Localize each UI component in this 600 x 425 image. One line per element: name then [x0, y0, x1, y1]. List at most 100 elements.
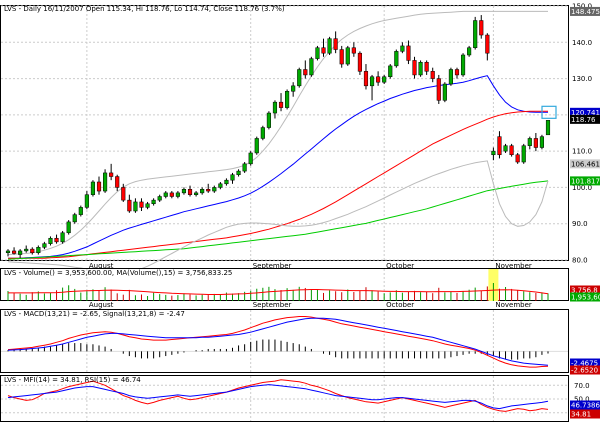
- candle-body: [66, 221, 71, 234]
- candle-body: [181, 188, 187, 194]
- candle-body: [363, 71, 369, 87]
- macd-value-tags: -2.4675-2.6520: [570, 358, 600, 375]
- macd-panel: -2.4675-2.6520 LVS - MACD(13,21) = -2.65…: [0, 309, 600, 375]
- x-label-september: September: [253, 301, 292, 309]
- candle-body: [24, 248, 29, 252]
- mfi-rsi-title: LVS - MFI(14) = 34.81, RSI(15) = 46.74: [4, 376, 141, 384]
- candle-body: [18, 250, 23, 255]
- candle-body: [297, 69, 302, 87]
- candle-body: [376, 76, 381, 83]
- candle-body: [467, 47, 472, 56]
- x-label-november: November: [495, 301, 532, 309]
- price-tag-3: 106.461: [571, 160, 600, 168]
- candle-body: [545, 120, 551, 136]
- candle-body: [169, 192, 174, 197]
- candle-body: [60, 232, 65, 243]
- mfi-rsi-tag-1-bg: [570, 409, 600, 419]
- x-label-august: August: [89, 301, 114, 309]
- mfi-rsi-panel-frame: [0, 375, 569, 422]
- candle-body: [539, 136, 545, 148]
- price-tag-0: 148.475: [571, 8, 600, 16]
- x-label-october: October: [386, 262, 414, 270]
- series-ma-50: [8, 110, 548, 259]
- candle-body: [448, 69, 453, 85]
- volume-tag-1-bg: [570, 292, 600, 302]
- price-x-labels: August September October November: [89, 262, 532, 270]
- candle-body: [133, 201, 138, 212]
- mfi-rsi-tag-1: 34.81: [571, 411, 591, 419]
- volume-tag-1: 1,953,60: [571, 294, 600, 302]
- candle-body: [485, 34, 490, 54]
- candle-body: [291, 85, 296, 92]
- price-tag-4: 101.817: [571, 177, 600, 185]
- candle-body: [533, 138, 538, 148]
- series-mfi-14-: [7, 379, 549, 412]
- candle-body: [145, 203, 150, 208]
- candle-body: [254, 138, 259, 154]
- mfi-rsi-tag-0-bg: [570, 400, 600, 410]
- macd-tag-0: -2.4675: [571, 360, 598, 368]
- candle-body: [54, 237, 59, 243]
- candle-body: [315, 47, 320, 59]
- candle-body: [11, 250, 17, 254]
- y-tick-130.0: 130.0: [572, 75, 592, 83]
- y-tick-110.0: 110.0: [572, 148, 592, 156]
- candle-body: [121, 187, 126, 201]
- volume-tag-0: 3,756,8: [571, 287, 598, 295]
- candle-body: [527, 138, 532, 146]
- x-label-september: September: [253, 262, 292, 270]
- candle-body: [48, 237, 53, 244]
- price-panel-frame: [0, 5, 569, 261]
- candle-body: [521, 145, 526, 163]
- macd-lines: [7, 316, 549, 368]
- candle-body: [357, 52, 362, 72]
- candle-body: [497, 136, 502, 156]
- macd-grid: [1, 310, 568, 372]
- candle-body: [84, 194, 89, 208]
- candle-body: [30, 248, 35, 253]
- y-tick-150.0: 150.0: [572, 3, 592, 11]
- candle-body: [175, 192, 180, 197]
- candle-body: [236, 170, 241, 175]
- price-title: LVS - Daily 16/11/2007 Open 115.34, Hi 1…: [4, 5, 285, 13]
- y-tick-70.0: 70.0: [574, 382, 590, 390]
- candle-body: [321, 47, 326, 54]
- price-tag-4-bg: [570, 176, 600, 186]
- volume-bars: [7, 282, 549, 301]
- series-upper-band: [7, 10, 548, 256]
- price-tag-1-bg: [570, 107, 600, 117]
- macd-panel-frame: [0, 309, 569, 373]
- candle-body: [491, 150, 496, 156]
- candle-body: [90, 181, 96, 195]
- candle-body: [515, 154, 520, 163]
- candle-body: [369, 76, 375, 87]
- candle-body: [218, 183, 223, 188]
- candle-body: [248, 152, 253, 165]
- candle-body: [460, 54, 466, 76]
- candle-body: [303, 69, 308, 76]
- candle-body: [479, 20, 484, 36]
- volume-title: LVS - Volume() = 3,953,600.00, MA(Volume…: [4, 269, 232, 277]
- candle-body: [224, 179, 229, 185]
- volume-tag-0-bg: [570, 285, 600, 295]
- candle-body: [345, 47, 350, 65]
- candle-body: [187, 188, 193, 195]
- mfi-rsi-lines: [7, 379, 549, 412]
- macd-title: LVS - MACD(13,21) = -2.65, Signal(13,21,…: [4, 310, 185, 318]
- series-rsi-15-: [7, 384, 549, 410]
- candle-body: [285, 91, 290, 108]
- macd-tag-1: -2.6520: [571, 367, 598, 375]
- price-tag-0-bg: [570, 6, 600, 16]
- candle-body: [139, 201, 144, 208]
- candle-body: [327, 38, 332, 54]
- candle-body: [388, 65, 393, 78]
- candle-body: [266, 112, 271, 128]
- candle-body: [260, 127, 265, 139]
- candle-body: [212, 187, 217, 192]
- candle-body: [382, 76, 387, 83]
- volume-value-tags: 3,756,81,953,60: [570, 285, 600, 302]
- candle-body: [109, 172, 114, 177]
- candle-body: [127, 199, 132, 212]
